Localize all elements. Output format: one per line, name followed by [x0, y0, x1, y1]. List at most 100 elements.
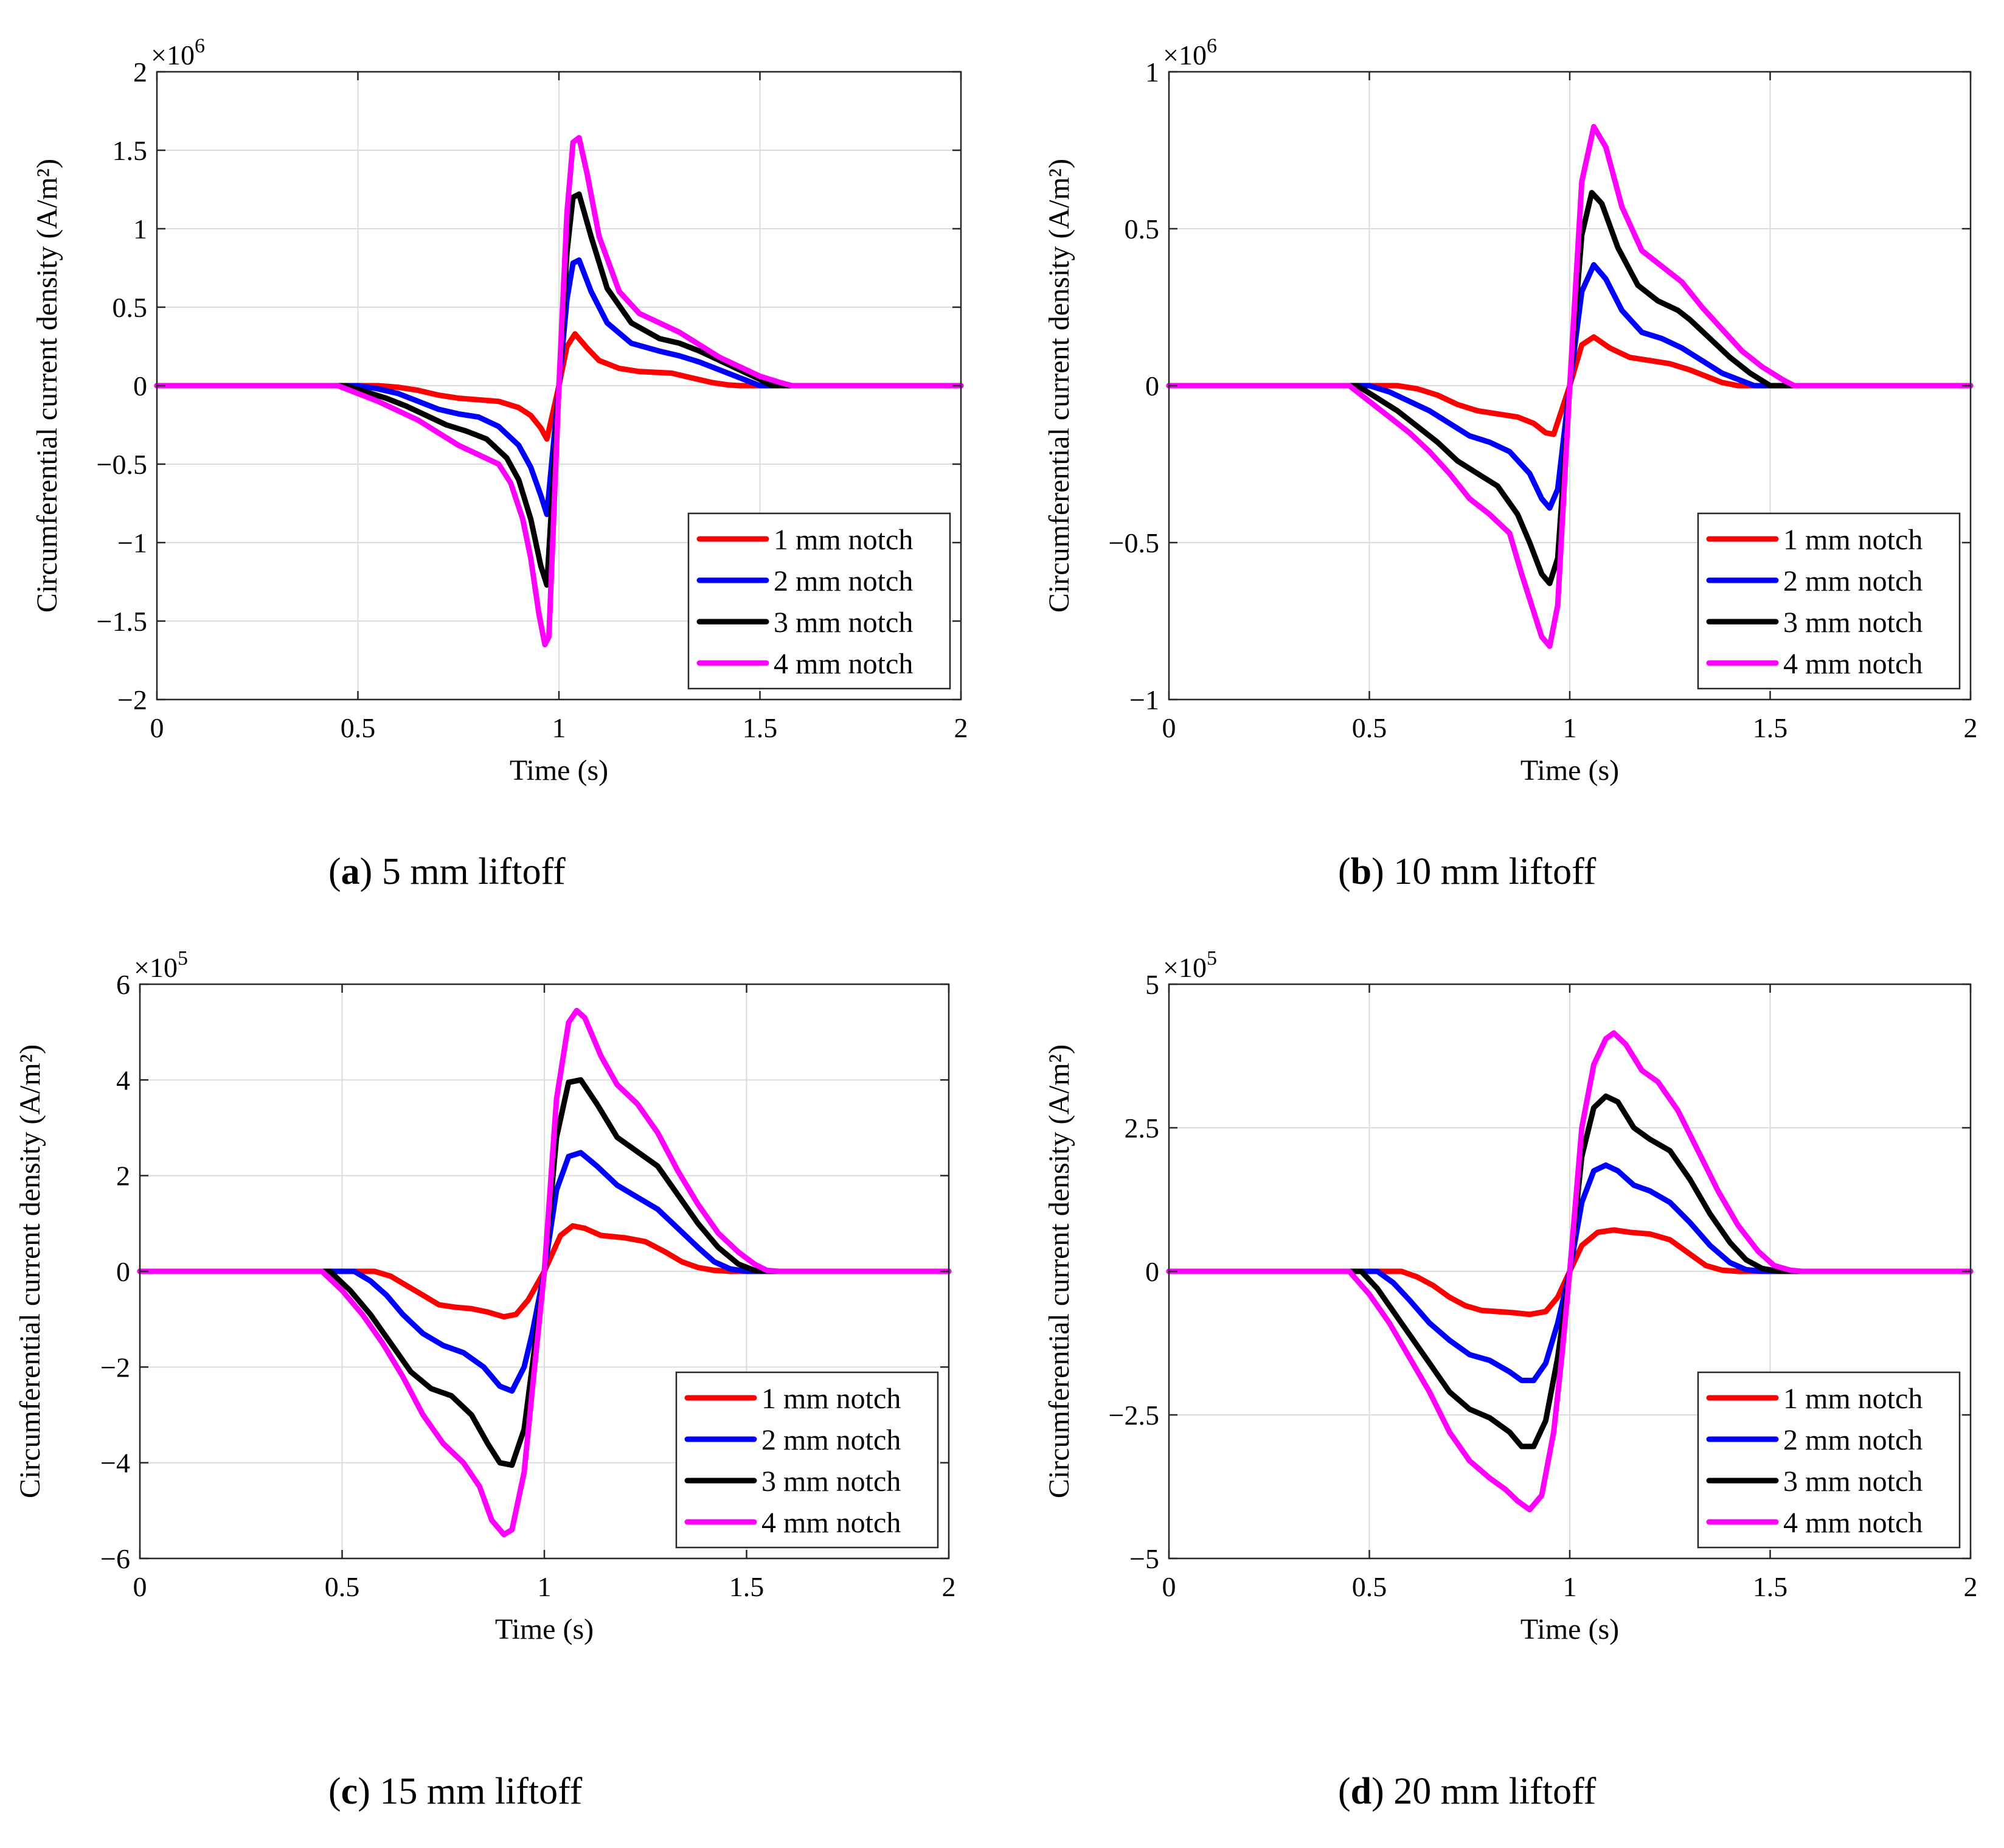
- chart-a-legend-label-1: 1 mm notch: [774, 524, 913, 556]
- chart-d-xtick-label-1: 0.5: [1352, 1571, 1387, 1602]
- chart-d-ylabel: Circumferential current density (A/m²): [1043, 1044, 1075, 1498]
- chart-d-legend-box: [1697, 1371, 1961, 1549]
- chart-b-legend-label-4: 4 mm notch: [1783, 648, 1923, 680]
- caption-b-letter: b: [1350, 851, 1372, 892]
- chart-a-ytick-label-2: −1: [117, 527, 147, 558]
- chart-d-xtick-label-4: 2: [1964, 1571, 1978, 1602]
- chart-a-multiplier-exponent: 6: [195, 35, 205, 57]
- chart-c-legend-label-3: 3 mm notch: [761, 1465, 901, 1498]
- chart-a-multiplier: ×106: [151, 35, 205, 71]
- chart-d-xlabel: Time (s): [1520, 1613, 1619, 1645]
- chart-c: 0 0.5 1 1.5 2 −6 −4 −2 0 2 4 6×105 Time (s) Circumfer…: [14, 947, 956, 1645]
- chart-a-legend-label-4: 4 mm notch: [774, 648, 913, 680]
- chart-b-legend-label-1: 1 mm notch: [1783, 524, 1923, 556]
- chart-b-ytick-label-1: −0.5: [1109, 527, 1159, 558]
- chart-c-legend-label-4: 4 mm notch: [761, 1507, 901, 1539]
- chart-c-multiplier-base: ×10: [134, 952, 178, 983]
- caption-a-text: 5 mm liftoff: [381, 851, 566, 892]
- chart-a-xtick-label-4: 2: [954, 712, 968, 743]
- caption-a-letter: a: [341, 851, 360, 892]
- chart-c-multiplier-exponent: 5: [178, 947, 188, 970]
- chart-b-xtick-label-0: 0: [1162, 712, 1176, 743]
- caption-d: (d) 20 mm liftoff: [1338, 1771, 1597, 1812]
- caption-c: (c) 15 mm liftoff: [328, 1771, 583, 1812]
- chart-d-multiplier: ×105: [1163, 947, 1217, 983]
- chart-d-series-1-line: [1166, 1227, 1974, 1318]
- chart-a-xlabel: Time (s): [510, 754, 608, 787]
- chart-d: 0 0.5 1 1.5 2 −5 −2.5 0 2.5 5×105 Time (s) Circumfe…: [1043, 947, 1978, 1645]
- chart-b-legend-label-3: 3 mm notch: [1783, 606, 1923, 639]
- chart-c-xlabel: Time (s): [495, 1613, 594, 1645]
- chart-d-ytick-label-1: −2.5: [1109, 1400, 1159, 1431]
- chart-c-xtick-label-3: 1.5: [729, 1571, 765, 1602]
- chart-b-xtick-label-1: 0.5: [1352, 712, 1387, 743]
- chart-a-xtick-label-0: 0: [150, 712, 164, 743]
- chart-d-ytick-label-3: 2.5: [1125, 1113, 1160, 1144]
- chart-a-ytick-label-8: 2: [133, 57, 147, 88]
- chart-a-ytick-label-6: 1: [133, 214, 147, 245]
- chart-a-ytick-label-7: 1.5: [113, 135, 148, 166]
- chart-b-ytick-label-2: 0: [1145, 370, 1159, 401]
- chart-b-xlabel: Time (s): [1520, 754, 1619, 787]
- chart-a-legend-box: [687, 512, 951, 690]
- chart-d-multiplier-exponent: 5: [1207, 947, 1217, 970]
- chart-a-series-4-line: [154, 134, 964, 648]
- chart-a-xtick-label-2: 1: [552, 712, 566, 743]
- chart-b-legend-box: [1697, 512, 1961, 690]
- chart-b-legend-label-2: 2 mm notch: [1783, 565, 1923, 597]
- chart-a-xtick-label-3: 1.5: [743, 712, 778, 743]
- chart-c-ytick-label-6: 6: [116, 969, 130, 1000]
- chart-d-series-4-line: [1166, 1030, 1974, 1513]
- chart-a-ytick-label-5: 0.5: [113, 292, 148, 323]
- chart-b-multiplier-exponent: 6: [1207, 35, 1217, 57]
- chart-d-legend-label-4: 4 mm notch: [1783, 1507, 1923, 1539]
- caption-b-text: 10 mm liftoff: [1393, 851, 1597, 892]
- chart-c-xtick-label-2: 1: [538, 1571, 552, 1602]
- chart-d-xtick-label-3: 1.5: [1753, 1571, 1788, 1602]
- chart-d-legend-label-1: 1 mm notch: [1783, 1383, 1923, 1415]
- chart-b-xtick-label-3: 1.5: [1753, 712, 1788, 743]
- chart-a-ytick-label-3: −0.5: [97, 449, 147, 480]
- chart-a-ytick-label-1: −1.5: [97, 606, 147, 637]
- chart-d-multiplier-base: ×10: [1163, 952, 1207, 983]
- chart-d-legend-label-2: 2 mm notch: [1783, 1424, 1923, 1456]
- chart-c-xtick-label-0: 0: [133, 1571, 147, 1602]
- chart-a-multiplier-base: ×10: [151, 40, 195, 71]
- chart-b-multiplier-base: ×10: [1163, 40, 1207, 71]
- chart-c-multiplier: ×105: [134, 947, 188, 983]
- chart-d-ytick-label-2: 0: [1145, 1256, 1159, 1287]
- caption-c-text: 15 mm liftoff: [380, 1771, 583, 1812]
- chart-b-ytick-label-4: 1: [1145, 57, 1159, 88]
- chart-a-ytick-label-4: 0: [133, 370, 147, 401]
- chart-c-ylabel: Circumferential current density (A/m²): [14, 1044, 46, 1498]
- chart-c-ytick-label-1: −4: [100, 1448, 130, 1479]
- chart-a-legend-label-2: 2 mm notch: [774, 565, 913, 597]
- caption-d-text: 20 mm liftoff: [1393, 1771, 1597, 1812]
- chart-d-legend-label-3: 3 mm notch: [1783, 1465, 1923, 1498]
- chart-c-legend-label-2: 2 mm notch: [761, 1424, 901, 1456]
- chart-d-xtick-label-2: 1: [1563, 1571, 1577, 1602]
- chart-a-legend-label-3: 3 mm notch: [774, 606, 913, 639]
- chart-b-series-4-line: [1166, 123, 1974, 649]
- chart-b-ytick-label-3: 0.5: [1125, 214, 1160, 245]
- caption-b: (b) 10 mm liftoff: [1338, 851, 1597, 892]
- chart-b-xtick-label-4: 2: [1964, 712, 1978, 743]
- chart-a-xtick-label-1: 0.5: [341, 712, 376, 743]
- chart-d-xtick-label-0: 0: [1162, 1571, 1176, 1602]
- chart-c-ytick-label-3: 0: [116, 1256, 130, 1287]
- chart-b-multiplier: ×106: [1163, 35, 1217, 71]
- chart-c-legend-label-1: 1 mm notch: [761, 1383, 901, 1415]
- chart-c-xtick-label-1: 0.5: [325, 1571, 360, 1602]
- chart-d-ytick-label-0: −5: [1129, 1543, 1159, 1574]
- chart-a-ylabel: Circumferential current density (A/m²): [31, 159, 63, 613]
- chart-c-ytick-label-2: −2: [100, 1352, 130, 1383]
- chart-b-ytick-label-0: −1: [1129, 684, 1159, 715]
- caption-c-letter: c: [341, 1771, 358, 1812]
- chart-d-ytick-label-4: 5: [1145, 969, 1159, 1000]
- chart-c-legend-box: [675, 1371, 939, 1549]
- chart-c-ytick-label-0: −6: [100, 1543, 130, 1574]
- chart-c-ytick-label-5: 4: [116, 1065, 130, 1096]
- chart-b-xtick-label-2: 1: [1563, 712, 1577, 743]
